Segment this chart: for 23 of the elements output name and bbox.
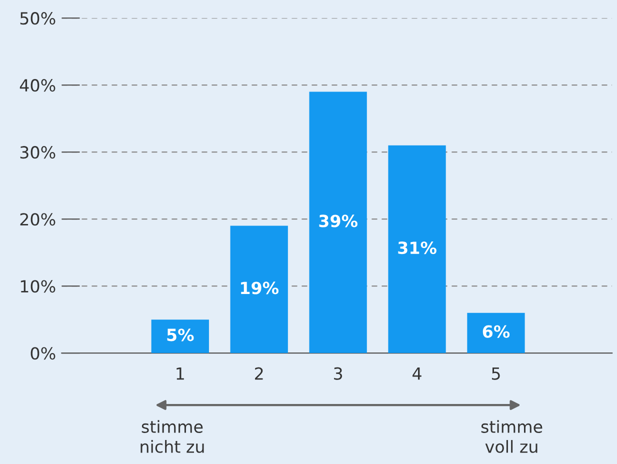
y-tick-label: 0% <box>30 347 56 360</box>
y-tick-label: 50% <box>20 12 56 25</box>
x-tick-label: 4 <box>412 368 422 380</box>
data-label: 19% <box>241 282 279 294</box>
text: stimme voll zu <box>481 420 542 453</box>
data-label: 39% <box>319 214 358 228</box>
bar <box>309 92 367 354</box>
text: stimme nicht zu <box>140 420 204 453</box>
x-tick-label: 2 <box>255 367 263 380</box>
bar <box>230 226 288 354</box>
y-tick-label: 20% <box>20 213 56 226</box>
data-label: 5% <box>167 328 194 342</box>
bar <box>151 320 209 354</box>
data-label: 31% <box>398 241 436 254</box>
data-label: 6% <box>482 325 510 338</box>
x-tick-label: 1 <box>176 368 184 380</box>
y-tick-label: 10% <box>20 280 56 293</box>
bar <box>467 312 525 354</box>
x-tick-label: 5 <box>492 368 500 380</box>
y-tick-label: 30% <box>20 146 56 159</box>
x-tick-label: 3 <box>334 367 342 380</box>
bar <box>388 145 446 354</box>
y-tick-label: 40% <box>20 79 56 92</box>
